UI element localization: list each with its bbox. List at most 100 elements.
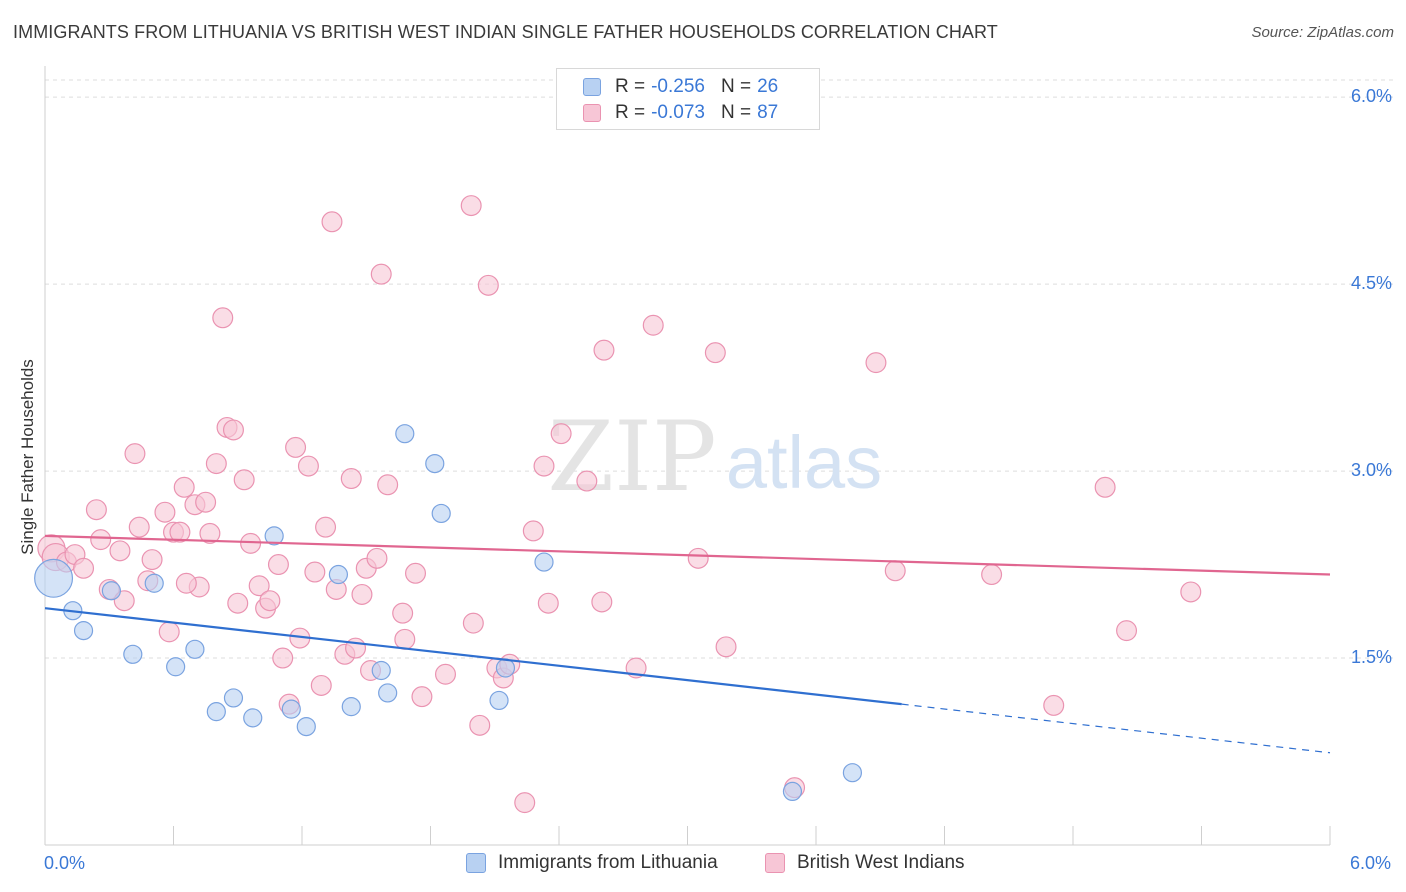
data-point (489, 690, 509, 711)
series-legend: Immigrants from Lithuania British West I… (0, 852, 1406, 878)
data-point (351, 583, 373, 605)
legend-item-bwi: British West Indians (765, 852, 965, 874)
data-point (227, 592, 249, 614)
legend-label-lithuania: Immigrants from Lithuania (498, 852, 718, 873)
data-point (405, 562, 427, 584)
source-label: Source: ZipAtlas.com (1251, 24, 1394, 41)
data-point (537, 592, 559, 614)
data-point (259, 590, 281, 612)
legend-n-label: N = (720, 102, 752, 123)
legend-n-label: N = (720, 76, 752, 97)
data-point (34, 558, 74, 598)
watermark-zip: ZIP (547, 401, 716, 513)
legend-r-value: -0.256 (651, 76, 705, 97)
data-point (297, 455, 319, 477)
data-point (175, 572, 197, 594)
data-point (123, 644, 143, 664)
y-axis-label: Single Father Households (18, 359, 37, 555)
data-point (394, 628, 416, 650)
data-point (411, 686, 433, 708)
data-point (248, 575, 270, 597)
data-point (392, 602, 414, 624)
legend-item-lithuania: Immigrants from Lithuania (466, 852, 718, 874)
data-point (264, 526, 284, 546)
data-point (281, 699, 301, 719)
x-tick-label-max: 6.0% (1350, 853, 1392, 873)
data-point (223, 688, 244, 708)
legend-swatch-blue (583, 78, 601, 96)
data-point (642, 314, 664, 336)
data-point (533, 455, 555, 477)
y-tick-label: 1.5% (1350, 647, 1392, 668)
data-point (477, 274, 499, 296)
data-point (460, 195, 482, 217)
data-point (431, 503, 451, 524)
data-point (101, 581, 121, 601)
data-point (141, 549, 163, 571)
series-immigrants-from-lithuania (34, 424, 863, 802)
watermark: ZIP atlas (547, 401, 882, 513)
trend-line-blue (44, 607, 902, 706)
data-point (395, 424, 415, 444)
data-point (304, 561, 326, 583)
y-tick-label: 4.5% (1350, 273, 1392, 294)
data-point (321, 211, 343, 233)
data-point (85, 499, 107, 521)
data-point (534, 552, 554, 572)
data-point (272, 647, 294, 669)
y-tick-label: 3.0% (1350, 460, 1392, 481)
data-point (434, 663, 456, 685)
data-point (315, 516, 337, 538)
data-point (1043, 694, 1065, 716)
data-point (378, 683, 398, 703)
legend-swatch-pink (765, 853, 785, 873)
data-point (550, 423, 572, 445)
data-point (341, 697, 361, 717)
data-point (90, 529, 112, 551)
data-point (576, 470, 598, 492)
data-point (185, 639, 205, 659)
data-point (425, 453, 445, 474)
data-point (704, 342, 726, 364)
data-point (340, 468, 362, 490)
legend-label-bwi: British West Indians (797, 852, 965, 873)
data-point (109, 540, 131, 562)
data-point (285, 436, 307, 458)
data-point (169, 521, 191, 543)
trend-line-extension-blue (901, 703, 1331, 754)
data-point (206, 702, 226, 722)
data-point (1116, 620, 1138, 642)
data-point (981, 564, 1003, 586)
legend-r-label: R = (615, 102, 646, 123)
data-point (366, 547, 388, 569)
data-point (514, 792, 536, 814)
data-point (715, 636, 737, 658)
data-point (1094, 476, 1116, 498)
data-point (469, 714, 491, 736)
data-point (144, 573, 164, 593)
data-point (522, 520, 544, 542)
data-point (267, 554, 289, 576)
chart-title: IMMIGRANTS FROM LITHUANIA VS BRITISH WES… (13, 22, 998, 42)
data-point (212, 307, 234, 329)
legend-n-value: 26 (757, 76, 779, 97)
data-point (495, 658, 516, 678)
data-point (328, 564, 349, 585)
legend-row-bwi: R = -0.073 N = 87 (557, 101, 778, 125)
trend-line-pink (44, 534, 1331, 576)
data-point (865, 352, 887, 374)
data-point (124, 443, 146, 465)
legend-swatch-pink (583, 104, 601, 122)
data-point (233, 469, 255, 491)
data-point (243, 708, 263, 728)
legend-r-value: -0.073 (651, 102, 705, 123)
data-point (73, 621, 94, 641)
data-point (377, 474, 399, 496)
data-point (205, 453, 227, 475)
data-point (199, 522, 221, 544)
data-point (687, 547, 709, 569)
data-point (195, 491, 217, 513)
legend-swatch-blue (466, 853, 486, 873)
data-point (310, 674, 332, 696)
